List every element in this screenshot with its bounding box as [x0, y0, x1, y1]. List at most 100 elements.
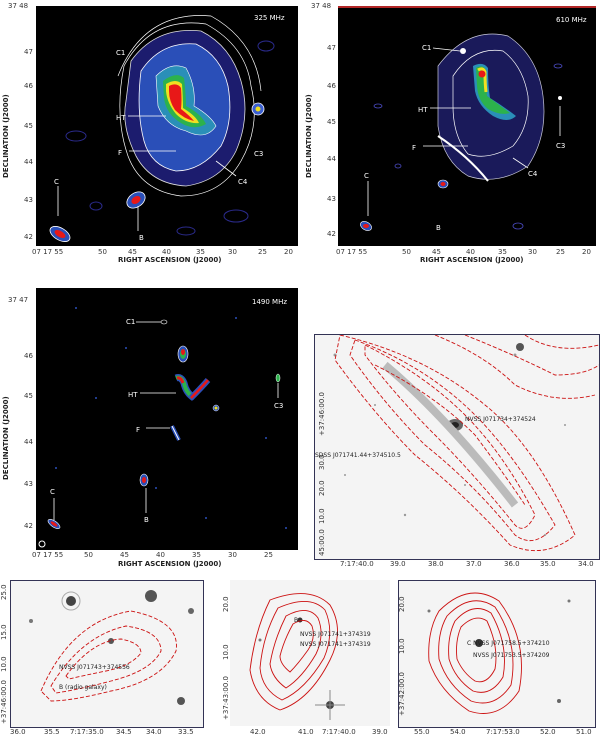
x-tick: 34.0	[578, 560, 594, 568]
dec-tick: 44	[327, 155, 336, 163]
y-tick: +37:46:00.0	[0, 680, 8, 724]
x-tick: 37.0	[466, 560, 482, 568]
dec-top-tick: 37 48	[311, 2, 332, 10]
dec-tick: 43	[24, 196, 33, 204]
optical-contour-image: NVSS J071734+374524 SDSS J071741.44+3745…	[315, 335, 599, 552]
dec-tick: 42	[327, 230, 336, 238]
ra-tick: 35	[498, 248, 507, 256]
dec-tick: 47	[327, 44, 336, 52]
x-tick: 54.0	[450, 728, 466, 736]
y-tick: +37:43:00.0	[222, 676, 230, 720]
x-tick: 39.0	[390, 560, 406, 568]
x-tick: 33.5	[178, 728, 194, 736]
dec-tick: 47	[24, 48, 33, 56]
y-axis-label: DECLINATION (J2000)	[2, 94, 10, 178]
radio-image-610: C1 HT F C3 C4 C B 610 MHz	[338, 6, 596, 232]
x-tick: 51.0	[576, 728, 592, 736]
label-radio-galaxy: B (radio galaxy)	[59, 684, 107, 691]
ra-first-tick: 07 17 55	[32, 248, 64, 256]
label-c1: C1	[126, 318, 135, 326]
label-nvss-bm-1: NVSS J071741+374319	[300, 631, 371, 638]
label-c1: C1	[116, 49, 125, 57]
dec-top-tick: 37 47	[8, 296, 29, 304]
y-tick: 10.0	[318, 508, 326, 524]
label-c: C	[50, 488, 55, 496]
x-tick: 38.0	[428, 560, 444, 568]
label-f: F	[118, 149, 122, 157]
ra-tick: 40	[466, 248, 475, 256]
label-c: C	[54, 178, 59, 186]
ra-tick: 50	[402, 248, 411, 256]
x-axis-label: RIGHT ASCENSION (J2000)	[420, 256, 524, 264]
optical-overlay-main: NVSS J071734+374524 SDSS J071741.44+3745…	[314, 334, 600, 560]
x-axis-label: RIGHT ASCENSION (J2000)	[118, 256, 222, 264]
ra-tick: 45	[120, 551, 129, 559]
ra-tick: 25	[264, 551, 273, 559]
dec-tick: 45	[327, 118, 336, 126]
x-axis-label: RIGHT ASCENSION (J2000)	[118, 560, 222, 568]
x-tick: 35.0	[540, 560, 556, 568]
x-tick: 35.5	[44, 728, 60, 736]
ra-tick: 35	[196, 248, 205, 256]
ra-tick: 40	[162, 248, 171, 256]
label-c3: C3	[254, 150, 263, 158]
y-axis-label: DECLINATION (J2000)	[2, 396, 10, 480]
label-ht: HT	[128, 391, 138, 399]
ra-tick: 25	[258, 248, 267, 256]
dec-tick: 46	[327, 82, 336, 90]
y-tick: +37:46:00.0	[318, 392, 326, 436]
x-tick: 7:17:40.0	[340, 560, 374, 568]
ra-tick: 35	[192, 551, 201, 559]
dec-tick: 44	[24, 438, 33, 446]
dec-tick: 44	[24, 158, 33, 166]
x-tick: 39.0	[372, 728, 388, 736]
ra-tick: 50	[84, 551, 93, 559]
x-tick: 34.5	[116, 728, 132, 736]
x-tick: 42.0	[250, 728, 266, 736]
x-tick: 7:17:40.0	[322, 728, 356, 736]
y-tick: 25.0	[0, 584, 8, 600]
y-tick: +37:42:00.0	[398, 672, 406, 716]
label-ht: HT	[418, 106, 428, 114]
dec-tick: 45	[24, 392, 33, 400]
y-tick: 10.0	[222, 644, 230, 660]
y-tick: 30.0	[318, 454, 326, 470]
x-tick: 7:17:53.0	[486, 728, 520, 736]
label-c3: C3	[556, 142, 565, 150]
x-tick: 7:17:35.0	[70, 728, 104, 736]
ra-tick: 20	[582, 248, 591, 256]
y-axis-label: DECLINATION (J2000)	[305, 94, 313, 178]
x-tick: 52.0	[540, 728, 556, 736]
label-b-bm: B	[294, 617, 298, 624]
label-c4: C4	[238, 178, 248, 186]
y-tick: 15.0	[0, 624, 8, 640]
ra-tick: 45	[432, 248, 441, 256]
dec-tick: 46	[24, 352, 33, 360]
dec-top-tick: 37 48	[8, 2, 29, 10]
ra-tick: 30	[228, 248, 237, 256]
ra-first-tick: 07 17 55	[32, 551, 64, 559]
label-sdss-main: SDSS J071741.44+374510.5	[315, 452, 401, 459]
label-f: F	[136, 426, 140, 434]
y-tick: 10.0	[398, 638, 406, 654]
dec-tick: 43	[24, 480, 33, 488]
optical-br-image: C NVSS J071758.5+374210 NVSS J071753.5+3…	[427, 592, 571, 714]
optical-overlay-bm: B NVSS J071741+374319 NVSS J071741+37431…	[230, 580, 390, 726]
radio-image-1490: C1 HT F C3 C B 1490 MHz	[38, 298, 287, 548]
ra-tick: 40	[156, 551, 165, 559]
radio-map-325mhz: C1 HT F C3 C4 C B 325 MHz	[36, 6, 298, 246]
ra-tick: 50	[98, 248, 107, 256]
ra-tick: 20	[284, 248, 293, 256]
label-nvss-bm-2: NVSS J071741+374319	[300, 641, 371, 648]
dec-tick: 42	[24, 522, 33, 530]
dec-tick: 46	[24, 82, 33, 90]
label-b: B	[144, 516, 149, 524]
radio-map-610mhz: C1 HT F C3 C4 C B 610 MHz	[338, 6, 596, 246]
label-nvss-bl: NVSS J071743+374556	[59, 664, 130, 671]
freq-label: 610 MHz	[556, 16, 587, 24]
label-b: B	[139, 234, 144, 242]
ra-tick: 45	[128, 248, 137, 256]
label-b: B	[436, 224, 441, 232]
x-tick: 55.0	[414, 728, 430, 736]
label-nvss-main: NVSS J071734+374524	[465, 416, 536, 423]
